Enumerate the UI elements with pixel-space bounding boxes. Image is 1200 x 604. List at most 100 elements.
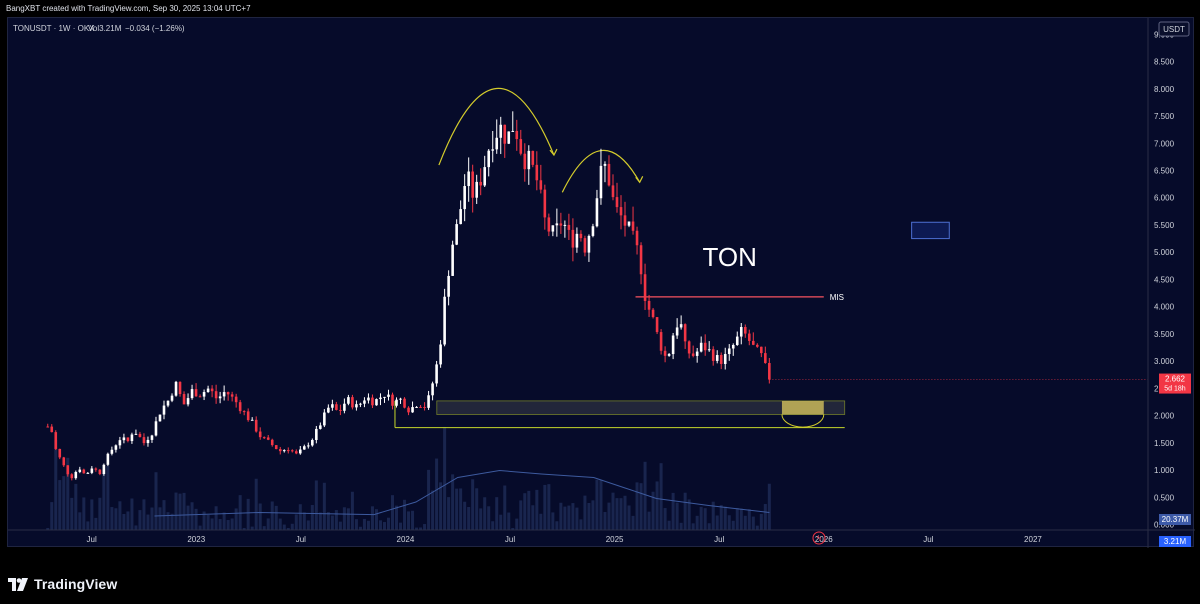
y-tick-label: 5.500 — [1154, 221, 1175, 230]
candle-body — [90, 468, 94, 473]
volume-bar — [631, 515, 635, 530]
candle-body — [194, 389, 198, 397]
volume-bar — [687, 499, 691, 530]
volume-bar — [322, 482, 326, 530]
volume-bar — [374, 509, 378, 530]
volume-bar — [743, 515, 747, 530]
candle-body — [515, 130, 519, 140]
x-tick-label: 2024 — [397, 535, 415, 544]
y-tick-label: 0.000 — [1154, 521, 1175, 530]
candle-body — [723, 354, 727, 364]
candle-body — [635, 230, 639, 246]
volume-bar — [50, 502, 54, 530]
volume-bar — [78, 512, 82, 530]
y-tick-label: 2.000 — [1154, 412, 1175, 421]
tradingview-logo[interactable]: TradingView — [8, 576, 117, 592]
candle-body — [166, 400, 170, 406]
volume-bar — [178, 493, 182, 530]
volume-bar — [475, 488, 479, 530]
volume-bar — [342, 507, 346, 530]
candle-body — [639, 245, 643, 275]
candle-body — [351, 397, 354, 408]
candle-body — [246, 411, 250, 421]
x-tick-label: 2026 — [815, 535, 833, 544]
candle-body — [679, 324, 683, 328]
candle-body — [290, 450, 294, 452]
volume-bar — [158, 507, 162, 530]
volume-bar — [503, 485, 507, 530]
volume-bar — [222, 512, 226, 530]
currency-label[interactable]: USDT — [1163, 25, 1185, 34]
candle-body — [154, 421, 158, 436]
candle-body — [343, 403, 346, 411]
volume-bar — [671, 492, 675, 530]
candle-body — [150, 435, 154, 440]
candle-body — [643, 274, 647, 301]
currency-box[interactable] — [1158, 21, 1190, 37]
volume-bar — [407, 511, 411, 530]
candle-body — [655, 317, 659, 333]
volume-bar — [507, 512, 511, 530]
volume-bar — [250, 526, 254, 530]
volume-bar — [635, 482, 639, 530]
top-arc-2-arrow — [635, 176, 644, 184]
candle-body — [331, 404, 334, 408]
volume-bar — [707, 523, 711, 530]
y-tick-label: 6.500 — [1154, 167, 1175, 176]
volume-bar — [146, 514, 150, 530]
volume-bar — [583, 495, 587, 530]
volume-bar — [739, 508, 743, 530]
candle-body — [611, 185, 615, 198]
volume-bar — [262, 526, 266, 530]
candle-body — [294, 451, 298, 454]
volume-bar — [174, 492, 178, 530]
x-tick-label: Jul — [87, 535, 97, 544]
candle-body — [743, 327, 747, 334]
candle-body — [419, 406, 422, 408]
volume-bar — [611, 492, 615, 530]
lightning-icon[interactable]: ϟ — [812, 531, 826, 545]
candle-body — [286, 450, 290, 452]
annotation-layer — [394, 87, 1148, 429]
volume-bar — [354, 519, 358, 530]
y-tick-label: 6.000 — [1154, 194, 1175, 203]
volume-bar — [150, 507, 154, 530]
candle-body — [262, 437, 266, 439]
candle-body — [768, 363, 771, 380]
volume-bar — [302, 512, 306, 530]
candle-body — [50, 426, 54, 433]
candle-body — [579, 233, 583, 239]
candle-body — [391, 394, 394, 406]
volume-bar — [747, 509, 751, 530]
volume-bar — [563, 506, 567, 530]
volume-bar — [423, 524, 427, 530]
candle-body — [323, 412, 326, 426]
volume-bar — [154, 472, 158, 530]
axis-layer: 0.0000.5001.0001.5002.0002.5003.0003.500… — [8, 18, 1195, 548]
volume-bar — [330, 515, 334, 530]
candle-body — [683, 324, 687, 342]
x-tick-label: Jul — [296, 535, 306, 544]
volume-bar — [595, 479, 599, 530]
price-chart[interactable]: 0.0000.5001.0001.5002.0002.5003.0003.500… — [8, 18, 1195, 548]
volume-bar — [102, 469, 106, 530]
candle-body — [254, 419, 258, 432]
y-tick-label: 0.500 — [1154, 493, 1175, 502]
candle-body — [591, 226, 595, 236]
volume-bar — [619, 498, 623, 530]
candle-body — [491, 149, 495, 151]
volume-bar — [591, 500, 595, 530]
volume-bar — [415, 527, 419, 530]
candle-body — [447, 275, 450, 297]
candle-body — [435, 364, 438, 384]
candle-body — [479, 181, 482, 186]
candle-body — [170, 395, 174, 401]
candle-body — [311, 440, 314, 446]
volume-bar — [455, 488, 459, 530]
chart-frame[interactable]: 0.0000.5001.0001.5002.0002.5003.0003.500… — [7, 17, 1195, 548]
candle-body — [443, 296, 446, 345]
candle-body — [214, 391, 218, 399]
mis-label: MIS — [830, 293, 844, 302]
volume-bar — [214, 506, 218, 530]
candle-body — [62, 457, 66, 466]
